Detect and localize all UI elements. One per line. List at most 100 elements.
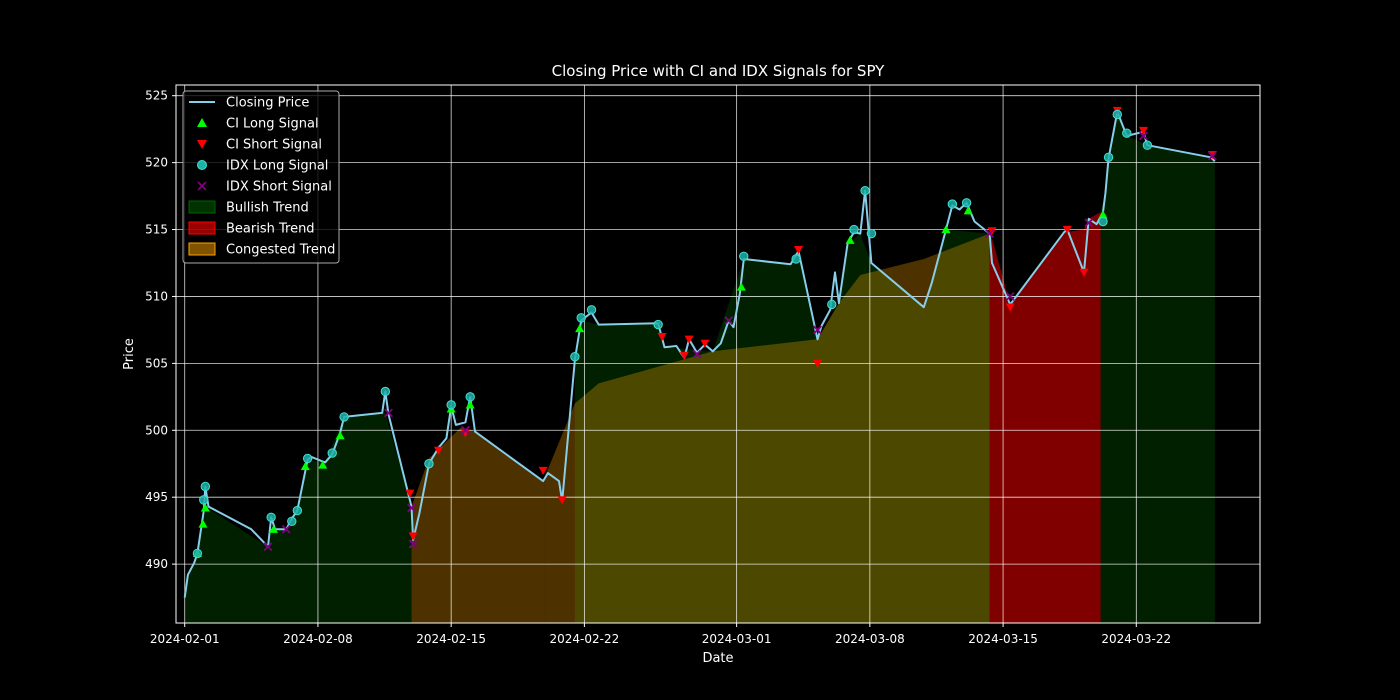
idx-long-marker bbox=[287, 516, 297, 526]
ci-long-marker bbox=[575, 324, 585, 333]
idx-long-marker bbox=[266, 512, 276, 522]
bullish-trend-region bbox=[574, 229, 990, 623]
ci-long-marker bbox=[269, 524, 279, 533]
idx-short-marker bbox=[1005, 292, 1015, 301]
legend-label: Bearish Trend bbox=[226, 222, 315, 237]
ci-short-marker bbox=[1062, 225, 1072, 235]
legend-x-swatch bbox=[197, 181, 207, 191]
legend-circle-swatch bbox=[197, 160, 207, 170]
idx-long-marker bbox=[1122, 128, 1132, 138]
ci-short-marker bbox=[557, 496, 567, 505]
x-tick-label: 2024-02-01 bbox=[150, 632, 220, 646]
ci-long-marker bbox=[335, 431, 345, 440]
idx-long-marker bbox=[1112, 109, 1122, 120]
x-tick-label: 2024-03-22 bbox=[1101, 632, 1171, 646]
idx-short-marker bbox=[263, 542, 273, 552]
bullish-trend-region bbox=[184, 412, 412, 623]
legend-triangle-down-swatch bbox=[197, 140, 207, 149]
idx-long-marker bbox=[339, 412, 349, 422]
trend-regions bbox=[184, 111, 1215, 624]
idx-long-marker bbox=[961, 198, 972, 208]
idx-short-marker bbox=[1138, 131, 1148, 141]
ci-long-marker bbox=[941, 225, 951, 234]
ci-long-marker bbox=[465, 400, 475, 409]
idx-long-marker bbox=[860, 186, 870, 196]
idx-short-marker bbox=[384, 408, 393, 418]
ci-short-marker bbox=[1138, 126, 1148, 136]
x-tick-label: 2024-02-22 bbox=[550, 632, 620, 646]
idx-long-marker bbox=[446, 400, 456, 410]
x-axis-label: Date bbox=[702, 651, 733, 666]
grid bbox=[176, 85, 1260, 623]
idx-short-marker bbox=[1207, 151, 1217, 161]
closing-price-line bbox=[183, 110, 1216, 598]
y-tick-label: 490 bbox=[145, 557, 168, 571]
ci-short-marker bbox=[1005, 303, 1015, 312]
idx-long-marker bbox=[791, 254, 801, 264]
idx-long-marker bbox=[1103, 152, 1114, 162]
ci-long-marker bbox=[963, 206, 973, 215]
y-tick-label: 500 bbox=[145, 423, 168, 437]
idx-short-marker bbox=[813, 325, 822, 335]
ci-short-marker bbox=[1079, 268, 1089, 277]
idx-short-marker bbox=[408, 539, 418, 549]
idx-long-marker bbox=[653, 319, 663, 330]
idx-short-marker bbox=[461, 425, 470, 435]
idx-short-marker bbox=[985, 229, 995, 238]
ci-short-marker bbox=[408, 532, 418, 541]
legend-label: IDX Long Signal bbox=[226, 159, 328, 174]
y-tick-label: 505 bbox=[145, 356, 168, 370]
idx-long-marker bbox=[327, 448, 337, 458]
congested-trend-region bbox=[411, 427, 545, 623]
idx-long-marker bbox=[200, 481, 211, 492]
legend-patch-swatch bbox=[188, 221, 216, 235]
y-axis-label: Price bbox=[122, 338, 137, 370]
bullish-trend-region bbox=[1100, 111, 1215, 624]
chart-title: Closing Price with CI and IDX Signals fo… bbox=[552, 62, 886, 80]
idx-long-marker bbox=[586, 305, 597, 315]
ci-long-marker bbox=[736, 282, 746, 291]
ci-long-marker bbox=[200, 503, 210, 512]
x-tick-label: 2024-02-08 bbox=[283, 632, 353, 646]
y-tick-label: 525 bbox=[145, 89, 168, 103]
idx-long-marker bbox=[866, 228, 877, 239]
x-tick-label: 2024-03-01 bbox=[702, 632, 772, 646]
ci-short-marker bbox=[405, 489, 415, 498]
ci-long-marker bbox=[845, 235, 855, 244]
legend-label: IDX Short Signal bbox=[226, 180, 332, 195]
idx-long-marker bbox=[292, 505, 303, 516]
x-axis: 2024-02-01 2024-02-08 2024-02-15 2024-02-22… bbox=[150, 623, 1171, 646]
x-tick-label: 2024-02-15 bbox=[416, 632, 486, 646]
ci-short-marker bbox=[684, 335, 694, 344]
ci-short-marker bbox=[700, 339, 710, 348]
idx-long-marker bbox=[827, 299, 837, 310]
idx-short-marker bbox=[724, 316, 734, 325]
idx-long-marker bbox=[570, 351, 580, 362]
legend-box bbox=[182, 90, 340, 264]
legend-label: Closing Price bbox=[226, 96, 309, 111]
y-axis: 490 495 500 505 510 515 520 525 bbox=[145, 89, 176, 571]
idx-short-marker bbox=[1084, 218, 1094, 228]
legend-patch-swatch bbox=[188, 200, 216, 214]
idx-short-marker bbox=[281, 524, 291, 534]
ci-long-marker bbox=[1098, 210, 1108, 219]
idx-long-marker bbox=[199, 495, 209, 505]
signal-markers bbox=[192, 106, 1217, 559]
idx-long-marker bbox=[576, 313, 586, 323]
ci-short-marker bbox=[657, 333, 667, 342]
ci-short-marker bbox=[679, 351, 689, 360]
legend-label: CI Long Signal bbox=[226, 117, 319, 132]
ci-long-marker bbox=[300, 461, 310, 471]
idx-short-marker bbox=[407, 503, 416, 513]
idx-long-marker bbox=[380, 386, 391, 397]
y-tick-label: 520 bbox=[145, 156, 168, 170]
ci-short-marker bbox=[813, 359, 823, 368]
idx-long-marker bbox=[1098, 216, 1108, 227]
idx-long-marker bbox=[1142, 140, 1153, 150]
idx-long-marker bbox=[739, 251, 749, 262]
bearish-trend-region bbox=[989, 212, 1101, 623]
ci-short-marker bbox=[433, 446, 443, 455]
y-tick-label: 515 bbox=[145, 223, 168, 237]
